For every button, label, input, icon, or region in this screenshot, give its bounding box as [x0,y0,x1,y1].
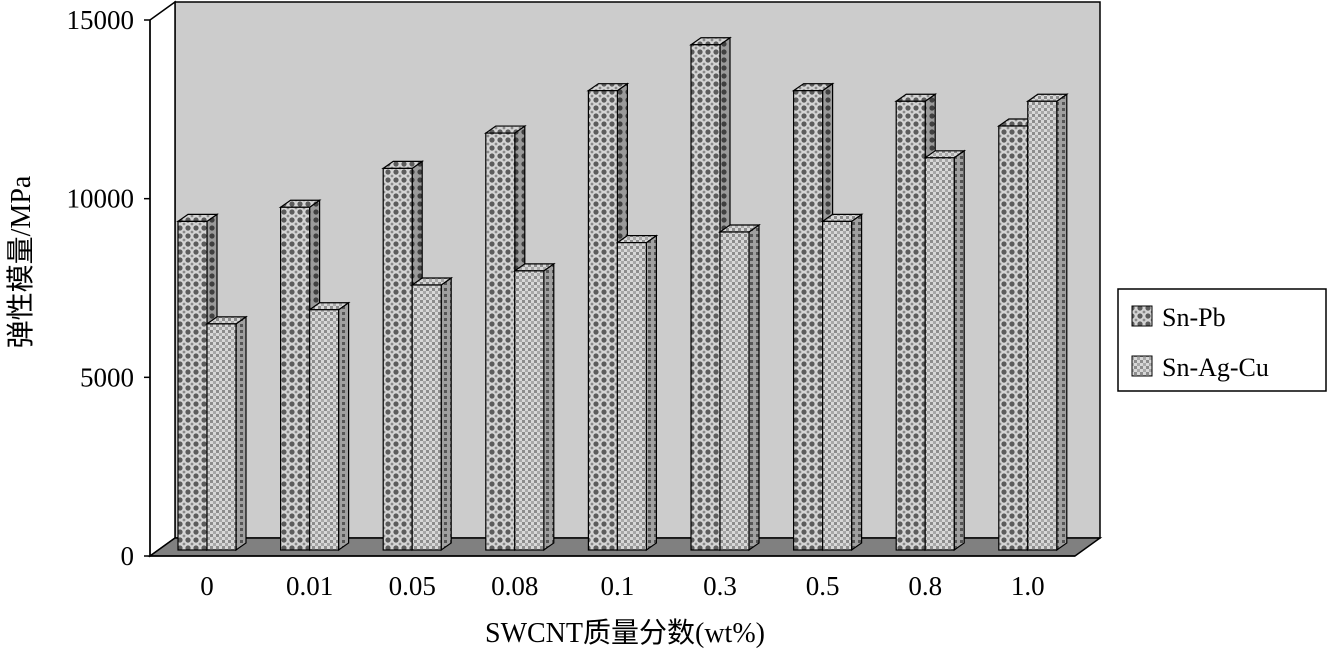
x-axis-tick-labels: 0 0.01 0.05 0.08 0.1 0.3 0.5 0.8 1.0 [200,571,1044,601]
bar-sn-ag-cu-0.8 [923,149,967,552]
bar-sn-ag-cu-0 [205,315,248,552]
x-tick-label: 1.0 [1011,571,1045,601]
y-tick-label: 10000 [67,184,135,214]
y-axis-title: 弹性模量/MPa [5,175,37,348]
bar-series [176,36,1069,552]
legend-swatch-sn-pb [1131,305,1153,327]
x-tick-label: 0.5 [806,571,840,601]
legend-box [1117,288,1327,392]
bar-sn-ag-cu-0.5 [820,213,864,552]
x-axis-title: SWCNT质量分数(wt%) [485,617,765,649]
y-tick-label: 0 [121,541,135,571]
x-tick-label: 0.3 [703,571,737,601]
bar-sn-ag-cu-0.08 [512,262,556,552]
bar-sn-ag-cu-0.1 [615,234,659,552]
bar-sn-pb-0.08 [483,124,527,552]
x-tick-label: 0.08 [491,571,538,601]
y-tick-label: 5000 [80,362,134,392]
bar-sn-ag-cu-0.3 [718,223,761,552]
plot-side-wall [149,0,176,558]
x-tick-label: 0 [200,571,214,601]
bar-sn-ag-cu-0.01 [307,301,351,552]
legend-label-sn-ag-cu: Sn-Ag-Cu [1162,353,1269,382]
legend: Sn-Pb Sn-Ag-Cu [1117,288,1327,392]
bar-sn-ag-cu-0.05 [410,276,454,552]
x-tick-label: 0.05 [389,571,436,601]
bar-sn-ag-cu-1.0 [1025,93,1069,552]
x-tick-label: 0.8 [908,571,942,601]
x-tick-label: 0.01 [286,571,333,601]
legend-swatch-sn-ag-cu [1131,355,1153,377]
y-tick-label: 15000 [67,5,135,35]
bar-sn-pb-0.05 [381,160,425,552]
x-tick-label: 0.1 [601,571,635,601]
legend-label-sn-pb: Sn-Pb [1162,303,1226,332]
y-axis-ticks: 0 5000 10000 15000 [67,5,150,571]
